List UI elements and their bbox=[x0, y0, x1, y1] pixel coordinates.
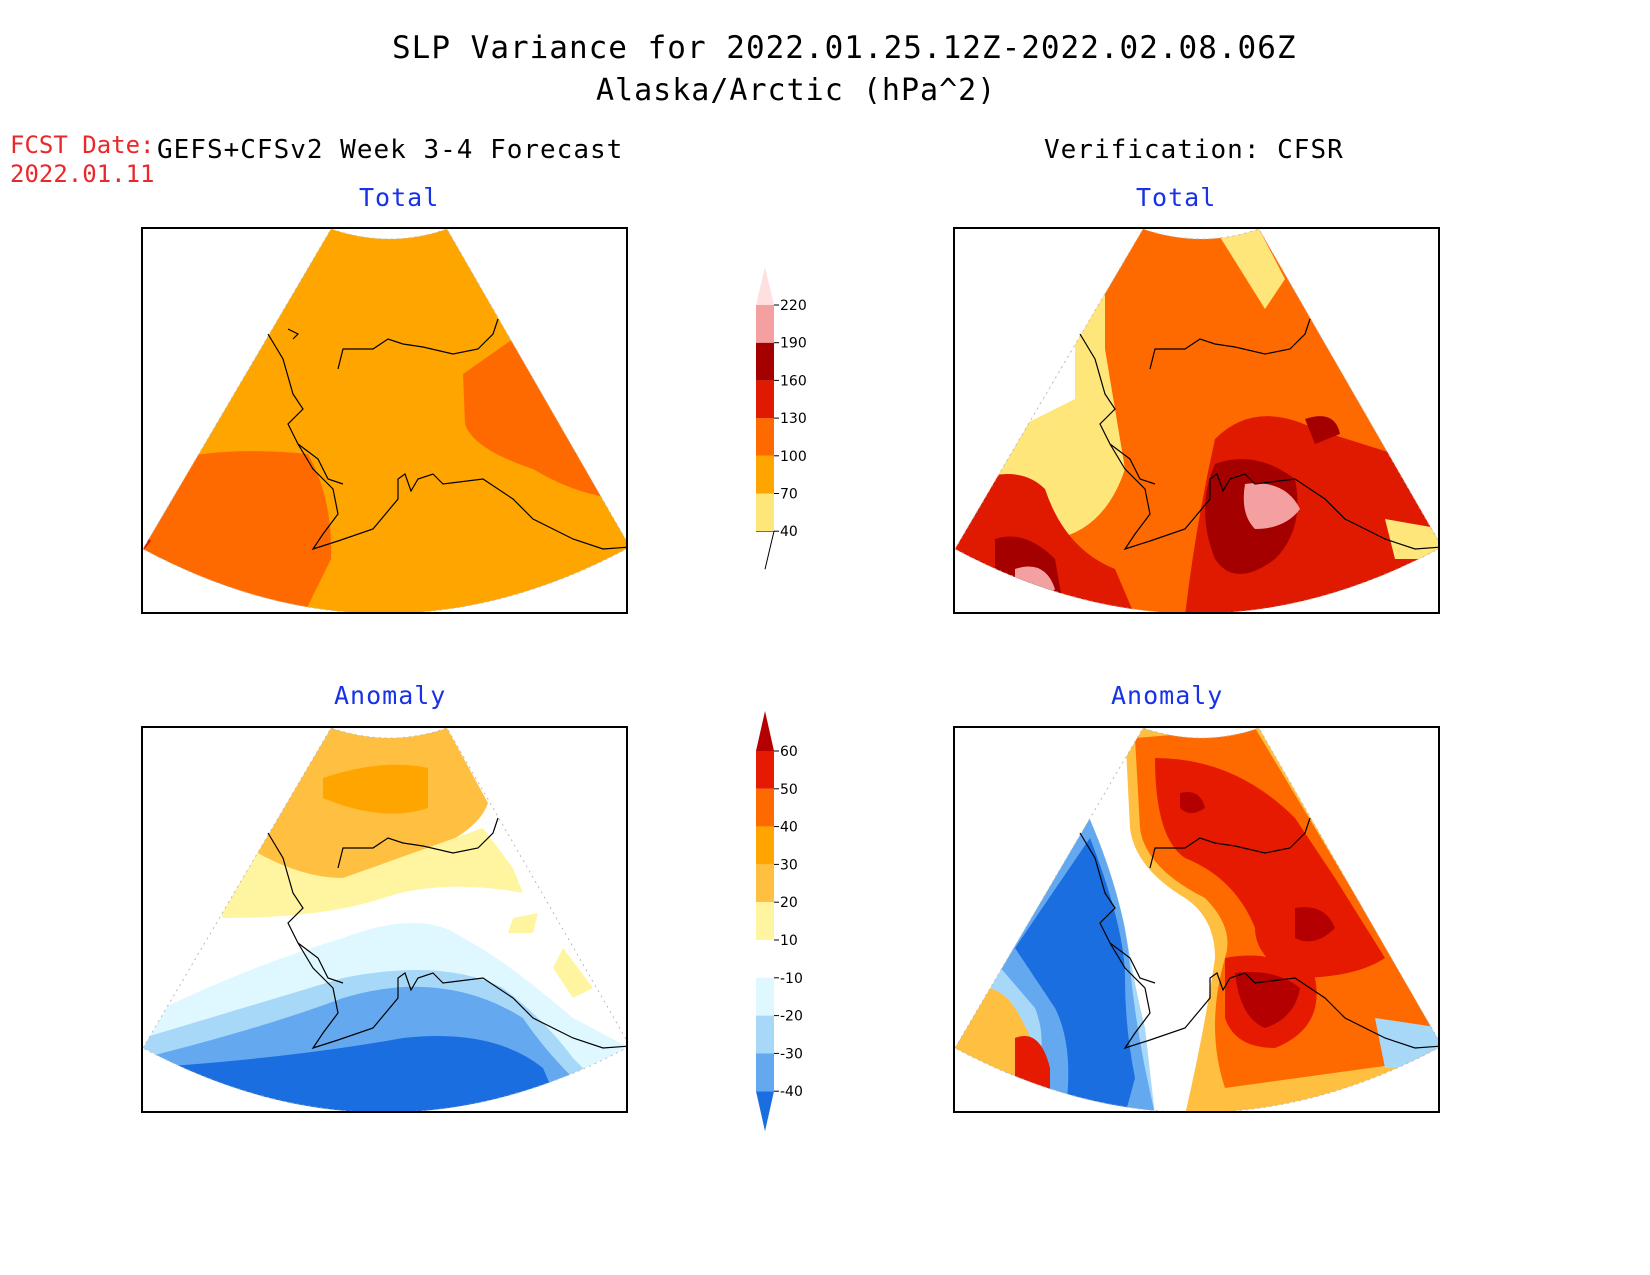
map-title: SLP Variance for 2022.01.25.12Z-2022.02.… bbox=[392, 30, 1297, 66]
total-colorbar: 40 70 100 130 160 190 220 bbox=[756, 267, 807, 570]
colorbar-tick-label: 130 bbox=[780, 411, 807, 427]
colorbar-tick-label: 100 bbox=[780, 449, 807, 465]
region-190-220 bbox=[1243, 483, 1300, 529]
colorbar-tick-label: 70 bbox=[780, 487, 798, 503]
colorbar-segment bbox=[756, 788, 774, 827]
colorbar-segment bbox=[756, 940, 774, 978]
region-40-70-se bbox=[1385, 519, 1438, 559]
colorbar-tick-label: 190 bbox=[780, 336, 807, 352]
colorbar-tick-label: -20 bbox=[780, 1009, 803, 1025]
fcst-anomaly-title: Anomaly bbox=[334, 681, 447, 710]
colorbar-tick-label: 40 bbox=[780, 820, 798, 836]
colorbar-segment bbox=[756, 902, 774, 940]
fcst-total-map bbox=[141, 227, 628, 614]
colorbar-segment bbox=[756, 711, 774, 751]
colorbar-tick-label: -10 bbox=[780, 971, 803, 987]
colorbar-tick-label: 30 bbox=[780, 857, 798, 873]
colorbar-segment bbox=[756, 1053, 774, 1092]
region-minus-20-se bbox=[1375, 1018, 1438, 1068]
region-40-70-north bbox=[1215, 229, 1285, 309]
verif-total-field bbox=[955, 229, 1438, 612]
colorbar-segment bbox=[756, 380, 774, 419]
colorbar-segment bbox=[756, 751, 774, 789]
fcst-date-value: 2022.01.11 bbox=[10, 160, 155, 188]
colorbar-tick-label: 60 bbox=[780, 744, 798, 760]
region-100-130-west bbox=[143, 451, 332, 612]
verif-anomaly-title: Anomaly bbox=[1111, 681, 1224, 710]
colorbar-segment bbox=[756, 530, 775, 570]
colorbar-segment bbox=[756, 1015, 774, 1054]
colorbar-segment bbox=[756, 305, 774, 343]
verif-anomaly-field bbox=[955, 728, 1438, 1111]
map-subtitle: Alaska/Arctic (hPa^2) bbox=[596, 73, 997, 108]
fcst-date-label: FCST Date: bbox=[10, 131, 155, 159]
colorbar-tick-label: 220 bbox=[780, 298, 807, 314]
region-30-40 bbox=[323, 764, 428, 814]
region-above-60-ne bbox=[1295, 907, 1335, 942]
colorbar-segment bbox=[756, 455, 774, 494]
region-above-60-n bbox=[1180, 792, 1205, 813]
region-10-20-east-small bbox=[508, 913, 538, 933]
colorbar-tick-label: 160 bbox=[780, 373, 807, 389]
colorbar-tick-label: -30 bbox=[780, 1046, 803, 1062]
region-minus-40 bbox=[1015, 838, 1135, 1111]
forecast-header: GEFS+CFSv2 Week 3-4 Forecast bbox=[157, 135, 624, 165]
verification-header: Verification: CFSR bbox=[1044, 135, 1344, 165]
anomaly-colorbar: 60 50 40 30 20 10 -10 -20 -30 -40 bbox=[756, 711, 803, 1132]
colorbar-tick-label: 40 bbox=[780, 524, 798, 540]
fcst-total-field bbox=[143, 229, 626, 612]
colorbar-segment bbox=[756, 1091, 774, 1132]
fcst-anomaly-map bbox=[141, 726, 628, 1113]
colorbar-segment bbox=[756, 493, 774, 532]
colorbar-segment bbox=[756, 864, 774, 903]
coastline bbox=[1079, 318, 1438, 551]
colorbar-segment bbox=[756, 826, 774, 865]
colorbar-tick-label: 10 bbox=[780, 933, 798, 949]
verif-anomaly-map bbox=[953, 726, 1440, 1113]
verif-total-title: Total bbox=[1136, 183, 1217, 212]
fcst-total-title: Total bbox=[359, 183, 440, 212]
region-10-20-east bbox=[553, 948, 593, 998]
colorbar-tick-label: -40 bbox=[780, 1084, 803, 1100]
fcst-anomaly-field bbox=[143, 728, 626, 1111]
colorbar-tick-label: 50 bbox=[780, 782, 798, 798]
coastline bbox=[1079, 817, 1438, 1050]
region-160-ne bbox=[1305, 416, 1340, 444]
colorbar-segment bbox=[756, 267, 774, 305]
region-above-60 bbox=[1235, 972, 1300, 1028]
colorbar-segment bbox=[756, 418, 774, 456]
coastline bbox=[267, 318, 626, 551]
coastline bbox=[267, 817, 626, 1050]
colorbar-segment bbox=[756, 977, 774, 1016]
verif-total-map bbox=[953, 227, 1440, 614]
colorbar-segment bbox=[756, 342, 774, 381]
colorbar-tick-label: 20 bbox=[780, 895, 798, 911]
